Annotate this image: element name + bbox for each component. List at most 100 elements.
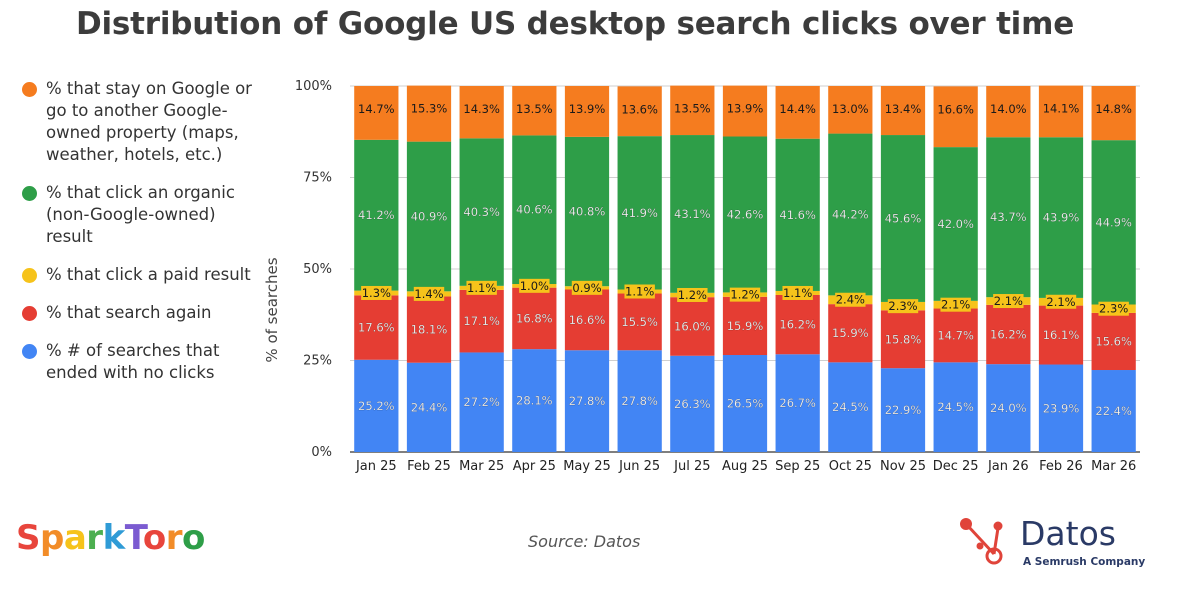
data-label: 42.6% [727, 207, 764, 221]
source-note: Source: Datos [528, 532, 641, 551]
data-label: 40.3% [463, 205, 500, 219]
x-tick-label: Feb 26 [1039, 459, 1083, 474]
data-label: 1.0% [520, 279, 549, 293]
data-label: 2.4% [836, 293, 865, 307]
data-label-background [937, 102, 975, 117]
data-label: 13.5% [674, 102, 711, 116]
data-label: 23.9% [1043, 401, 1080, 415]
legend-item-organic: % that click an organic (non-Google-owne… [22, 182, 252, 248]
sparktoro-logo-letter: o [142, 518, 166, 558]
data-label-background [835, 292, 866, 307]
bar-segment [722, 355, 768, 452]
bar-segment [670, 135, 715, 293]
bar-segment [406, 362, 452, 452]
datos-network-icon [960, 518, 1003, 565]
bar-segment [775, 138, 820, 291]
data-label: 2.1% [1046, 295, 1075, 309]
data-label: 15.9% [727, 319, 764, 333]
data-label: 14.4% [779, 102, 816, 116]
data-label-background [831, 102, 869, 116]
data-label: 14.1% [1043, 102, 1080, 116]
data-label: 1.3% [362, 286, 391, 300]
sparktoro-logo-letter: o [182, 518, 205, 558]
x-tick-label: Mar 25 [459, 459, 504, 474]
data-label-background [779, 102, 817, 116]
bar-segment [933, 362, 978, 452]
data-label: 13.9% [727, 102, 764, 116]
legend-label-google-owned: % that stay on Google or go to another G… [46, 79, 252, 164]
data-label-background [782, 285, 813, 300]
bar-segment [933, 308, 978, 363]
x-tick-label: Jan 26 [987, 459, 1029, 474]
legend-swatch-no-clicks [22, 344, 37, 359]
datos-tagline: A Semrush Company [1023, 556, 1146, 568]
bar-segment [880, 135, 926, 302]
data-label: 40.8% [569, 205, 606, 219]
bar-segment [880, 368, 926, 452]
data-label: 44.9% [1095, 215, 1132, 229]
bar-segment [512, 135, 557, 285]
x-tick-label: Apr 25 [513, 459, 556, 474]
data-label: 1.1% [625, 285, 654, 299]
data-label: 0.9% [572, 281, 601, 295]
bar-segment [564, 289, 610, 351]
y-tick-label: 0% [311, 445, 332, 460]
x-tick-label: Nov 25 [880, 459, 926, 474]
data-label-background [413, 286, 445, 301]
bar-segment [670, 297, 715, 356]
bar-segment [986, 364, 1031, 452]
data-label: 15.5% [621, 315, 658, 329]
data-label: 13.6% [621, 102, 658, 116]
data-label: 2.3% [888, 299, 917, 313]
bar-segment [880, 310, 926, 369]
bar-segment [1091, 312, 1136, 371]
x-tick-label: Aug 25 [722, 459, 768, 474]
bars [354, 85, 1136, 452]
data-label: 16.6% [937, 102, 974, 116]
data-label: 28.1% [516, 394, 553, 408]
data-label: 24.5% [832, 400, 869, 414]
data-label: 16.1% [1043, 328, 1080, 342]
data-label: 2.1% [994, 294, 1023, 308]
data-label: 13.4% [885, 102, 922, 116]
legend-label-paid: % that click a paid result [46, 265, 251, 284]
data-label: 15.8% [885, 332, 922, 346]
bar-segment [564, 350, 610, 452]
bar-segment [1038, 305, 1084, 365]
data-label-background [568, 102, 606, 116]
data-label: 14.3% [463, 102, 500, 116]
axes: 0% 25% 50% 75% 100% Jan 25 Feb 25 Mar 25 Apr 25 M… [295, 79, 1136, 474]
legend-label-no-clicks: % # of searches that ended with no click… [46, 341, 220, 382]
data-label: 17.1% [463, 314, 500, 328]
x-tick-label: Jun 25 [618, 459, 660, 474]
data-label: 1.1% [467, 281, 496, 295]
legend-swatch-google-owned [22, 82, 37, 97]
bar-segment [1091, 370, 1136, 452]
data-label-background [677, 287, 708, 302]
data-label: 2.1% [941, 298, 970, 312]
data-label-background [673, 101, 711, 116]
x-tick-label: Feb 25 [407, 459, 451, 474]
data-label: 13.0% [832, 102, 869, 116]
bar-segment [1038, 364, 1084, 452]
data-label-background [726, 101, 764, 116]
bar-segment [986, 137, 1031, 298]
bar-segment [933, 86, 978, 148]
data-label: 17.6% [358, 321, 395, 335]
bar-segment [775, 354, 820, 452]
sparktoro-logo-letter: r [165, 518, 183, 558]
data-label: 41.2% [358, 208, 395, 222]
data-label-background [571, 280, 603, 295]
data-label: 16.0% [674, 319, 711, 333]
bar-segment [354, 295, 399, 360]
bar-segment [617, 350, 662, 452]
data-label-background [1098, 301, 1129, 316]
sparktoro-logo-letter: T [124, 518, 144, 558]
stacked-bar-chart: 25.2% 17.6% 1.3% 41.2% 14.7% 24.4% 18.1% 1.4% 40… [263, 79, 1140, 474]
bar-segment [512, 287, 557, 350]
data-label-background [729, 287, 761, 302]
legend-item-google-owned: % that stay on Google or go to another G… [22, 78, 252, 166]
data-label: 24.5% [937, 400, 974, 414]
data-label: 18.1% [411, 323, 448, 337]
data-label: 14.7% [358, 102, 395, 116]
